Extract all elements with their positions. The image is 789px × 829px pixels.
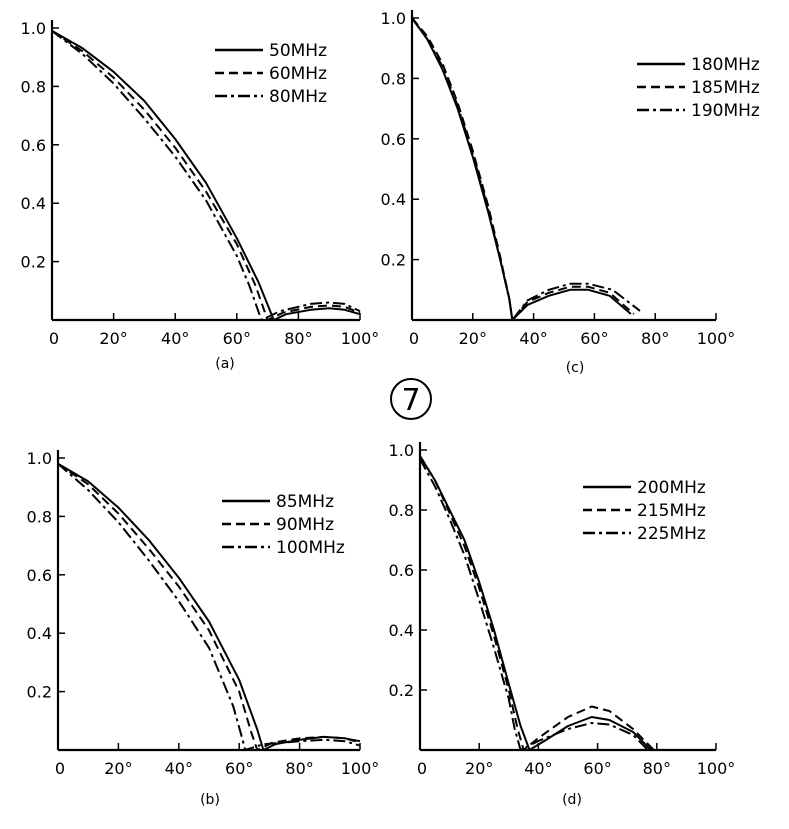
y-tick-label: 0.2 bbox=[27, 683, 52, 702]
x-tick-label: 100° bbox=[697, 759, 736, 778]
y-tick-label: 0.6 bbox=[27, 566, 52, 585]
series-line-60mhz bbox=[51, 30, 361, 321]
y-tick-label: 1.0 bbox=[381, 9, 406, 28]
x-tick-label: 40° bbox=[161, 329, 189, 348]
legend-label: 190MHz bbox=[691, 101, 760, 121]
series-line-215mhz bbox=[419, 455, 655, 751]
legend-label: 185MHz bbox=[691, 78, 760, 98]
figure-badge-circle bbox=[390, 378, 432, 420]
panel-a: 0 20° 40° 60° 80° 100° 1.0 0.8 0.6 0.4 0.2 50MHz 60M… bbox=[21, 19, 380, 372]
y-tick-label: 0.2 bbox=[381, 251, 406, 270]
y-tick-label: 0.6 bbox=[21, 136, 46, 155]
legend-label: 80MHz bbox=[269, 87, 327, 107]
legend-label: 90MHz bbox=[276, 515, 334, 535]
panel-b: 0 20° 40° 60° 80° 100° 1.0 0.8 0.6 0.4 0.2 85MHz 90M… bbox=[27, 449, 380, 808]
legend-label: 215MHz bbox=[637, 501, 706, 521]
series-line-90mhz bbox=[57, 462, 361, 751]
y-tick-label: 0.6 bbox=[389, 561, 414, 580]
panel-caption: (c) bbox=[566, 360, 585, 376]
panel-caption: (d) bbox=[562, 792, 582, 808]
y-tick-label: 1.0 bbox=[21, 19, 46, 38]
y-tick-label: 0.8 bbox=[381, 69, 406, 88]
y-tick-label: 0.4 bbox=[389, 621, 414, 640]
series-line-50mhz bbox=[51, 30, 361, 321]
x-tick-label: 20° bbox=[459, 329, 487, 348]
x-tick-label: 40° bbox=[519, 329, 547, 348]
y-tick-label: 0.8 bbox=[27, 507, 52, 526]
x-tick-label: 100° bbox=[341, 329, 380, 348]
panel-c: 0 20° 40° 60° 80° 100° 1.0 0.8 0.6 0.4 0.2 180MHz 18… bbox=[381, 9, 760, 376]
series-line-190mhz bbox=[411, 17, 641, 321]
series-line-200mhz bbox=[419, 455, 652, 751]
x-tick-label: 60° bbox=[580, 329, 608, 348]
x-tick-label: 0 bbox=[55, 759, 65, 778]
legend-label: 100MHz bbox=[276, 538, 345, 558]
x-tick-label: 80° bbox=[643, 759, 671, 778]
y-tick-label: 0.8 bbox=[389, 501, 414, 520]
x-tick-label: 40° bbox=[165, 759, 193, 778]
panel-caption: (b) bbox=[200, 792, 220, 808]
x-tick-label: 20° bbox=[99, 329, 127, 348]
x-tick-label: 100° bbox=[341, 759, 380, 778]
panel-caption: (a) bbox=[215, 356, 235, 372]
series-line-80mhz bbox=[51, 30, 361, 321]
figure-badge: 7 bbox=[390, 378, 432, 420]
legend-label: 60MHz bbox=[269, 64, 327, 84]
y-tick-label: 0.8 bbox=[21, 77, 46, 96]
x-tick-label: 60° bbox=[223, 329, 251, 348]
legend-label: 225MHz bbox=[637, 524, 706, 544]
y-tick-label: 1.0 bbox=[27, 449, 52, 468]
x-tick-label: 100° bbox=[697, 329, 736, 348]
x-tick-label: 20° bbox=[465, 759, 493, 778]
series-line-225mhz bbox=[419, 458, 649, 751]
x-tick-label: 0 bbox=[409, 329, 419, 348]
x-tick-label: 0 bbox=[49, 329, 59, 348]
figure-badge-number: 7 bbox=[401, 383, 420, 418]
y-tick-label: 0.2 bbox=[21, 253, 46, 272]
x-tick-label: 80° bbox=[641, 329, 669, 348]
x-tick-label: 80° bbox=[284, 329, 312, 348]
y-tick-label: 0.4 bbox=[381, 190, 406, 209]
y-tick-label: 0.4 bbox=[27, 624, 52, 643]
x-tick-label: 40° bbox=[524, 759, 552, 778]
x-tick-label: 60° bbox=[583, 759, 611, 778]
panel-d: 0 20° 40° 60° 80° 100° 1.0 0.8 0.6 0.4 0.2 200MHz 21… bbox=[389, 441, 736, 808]
x-tick-label: 80° bbox=[285, 759, 313, 778]
legend-label: 85MHz bbox=[276, 492, 334, 512]
series-line-185mhz bbox=[411, 17, 635, 321]
y-tick-label: 0.6 bbox=[381, 130, 406, 149]
y-tick-label: 0.4 bbox=[21, 194, 46, 213]
y-tick-label: 1.0 bbox=[389, 441, 414, 460]
legend-label: 180MHz bbox=[691, 55, 760, 75]
x-tick-label: 20° bbox=[104, 759, 132, 778]
x-tick-label: 0 bbox=[417, 759, 427, 778]
series-line-100mhz bbox=[57, 463, 361, 751]
y-tick-label: 0.2 bbox=[389, 681, 414, 700]
x-tick-label: 60° bbox=[225, 759, 253, 778]
legend-label: 200MHz bbox=[637, 478, 706, 498]
legend-label: 50MHz bbox=[269, 41, 327, 61]
series-line-180mhz bbox=[411, 17, 632, 321]
